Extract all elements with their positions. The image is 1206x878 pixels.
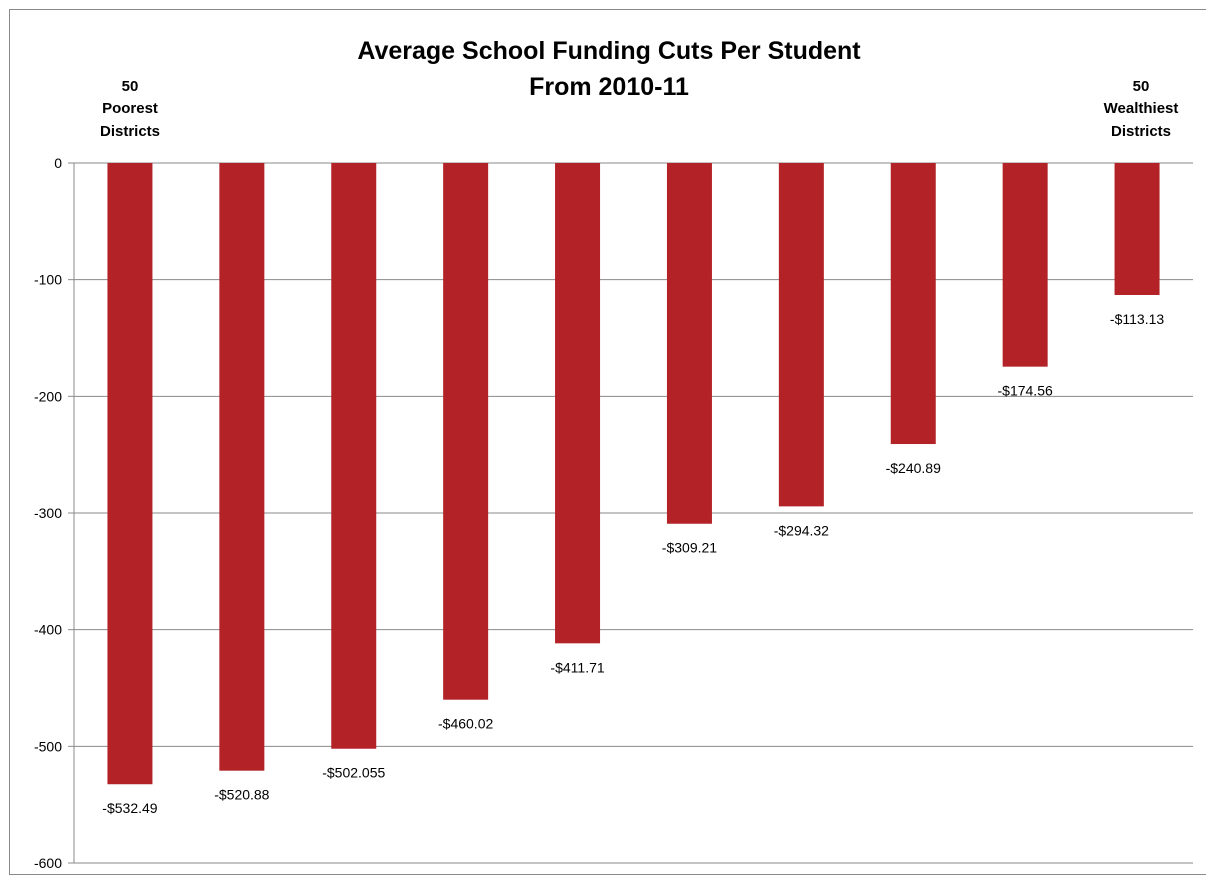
data-label: -$294.32 xyxy=(774,522,829,538)
bar xyxy=(666,163,712,524)
data-label: -$502.055 xyxy=(322,765,385,781)
y-tick-label: 0 xyxy=(54,155,62,171)
y-tick-label: -500 xyxy=(34,738,62,754)
y-tick-label: -600 xyxy=(34,855,62,871)
y-tick-label: -300 xyxy=(34,505,62,521)
y-tick-label: -100 xyxy=(34,272,62,288)
bar xyxy=(219,163,265,771)
data-labels: -$532.49 -$520.88 -$502.055 -$460.02 -$411.7… xyxy=(102,311,1164,816)
bar xyxy=(1114,163,1160,295)
left-annotation-line-3: Districts xyxy=(100,123,160,140)
right-annotation-line-3: Districts xyxy=(1111,123,1171,140)
data-label: -$460.02 xyxy=(438,716,493,732)
bar xyxy=(1002,163,1048,367)
right-annotation-line-2: Wealthiest xyxy=(1104,100,1179,117)
chart-title-line-1: Average School Funding Cuts Per Student xyxy=(357,37,861,65)
y-tick-label: -400 xyxy=(34,622,62,638)
bar xyxy=(555,163,601,644)
bar xyxy=(107,163,153,785)
bar xyxy=(778,163,824,507)
bars xyxy=(107,163,1160,785)
chart-title-line-2: From 2010-11 xyxy=(529,73,689,101)
right-annotation-line-1: 50 xyxy=(1133,78,1150,95)
bar xyxy=(331,163,377,749)
chart-frame xyxy=(9,9,1206,875)
data-label: -$411.71 xyxy=(550,659,604,675)
data-label: -$520.88 xyxy=(214,787,269,803)
data-label: -$309.21 xyxy=(662,540,717,556)
data-label: -$113.13 xyxy=(1110,311,1164,327)
y-axis: 0 -100 -200 -300 -400 -500 -600 xyxy=(34,155,75,871)
data-label: -$240.89 xyxy=(886,460,941,476)
y-tick-label: -200 xyxy=(34,388,62,404)
left-annotation-line-1: 50 xyxy=(122,78,139,95)
left-annotation-line-2: Poorest xyxy=(102,100,158,117)
bar xyxy=(890,163,936,445)
bar xyxy=(443,163,489,700)
data-label: -$174.56 xyxy=(998,383,1053,399)
data-label: -$532.49 xyxy=(102,800,157,816)
